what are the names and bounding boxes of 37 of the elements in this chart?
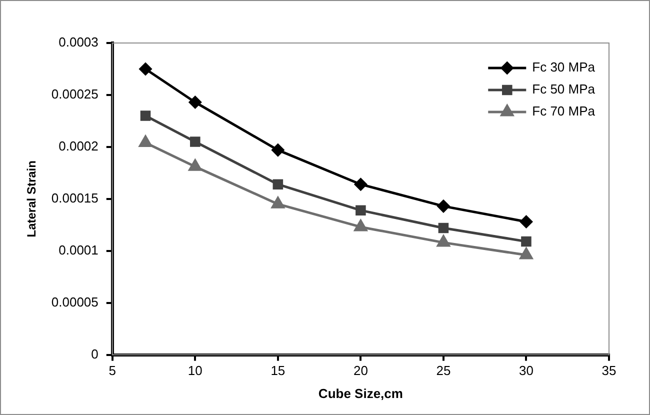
point <box>139 136 152 148</box>
point <box>139 62 152 76</box>
point <box>438 222 449 234</box>
x-axis-title: Cube Size,cm <box>318 386 403 401</box>
y-tick-label: 0.0003 <box>58 34 98 50</box>
point <box>140 110 151 121</box>
point <box>272 144 284 156</box>
x-tick-label: 10 <box>188 363 202 378</box>
y-tick-label: 0 <box>91 346 98 362</box>
point <box>437 235 450 247</box>
point <box>354 178 367 191</box>
y-tick-label: 0.00005 <box>51 294 98 310</box>
y-tick-label: 0.0002 <box>58 138 98 154</box>
y-axis-title: Lateral Strain <box>24 160 39 238</box>
point <box>188 159 202 171</box>
point <box>272 179 284 190</box>
point <box>190 136 200 147</box>
legend-label: Fc 30 MPa <box>532 60 596 75</box>
y-tick-label: 0.00015 <box>51 190 98 206</box>
legend-label: Fc 70 MPa <box>532 104 596 119</box>
x-tick-label: 20 <box>353 363 368 378</box>
point <box>437 200 450 212</box>
x-tick-label: 25 <box>436 363 451 378</box>
point <box>356 205 366 216</box>
point <box>354 220 368 232</box>
x-tick-label: 35 <box>602 363 616 378</box>
y-tick-label: 0.0001 <box>58 242 98 258</box>
x-tick-label: 15 <box>270 363 286 378</box>
y-tick-label: 0.00025 <box>51 86 98 102</box>
point <box>520 216 532 228</box>
point <box>188 96 202 108</box>
x-tick-label: 30 <box>519 363 534 378</box>
legend-label: Fc 50 MPa <box>532 82 596 97</box>
point <box>521 236 532 247</box>
point <box>520 248 533 260</box>
point <box>271 196 284 208</box>
x-tick-label: 5 <box>108 363 116 378</box>
